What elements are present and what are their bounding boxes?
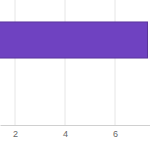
grid-line [65, 0, 66, 125]
bar [0, 22, 148, 58]
chart: 2 4 6 [0, 0, 150, 150]
grid [15, 0, 115, 125]
bars [0, 22, 148, 58]
x-axis: 2 4 6 [1, 125, 150, 139]
grid-line [15, 0, 16, 125]
x-tick-label: 2 [13, 129, 18, 139]
x-tick-label: 6 [113, 129, 118, 139]
x-tick: 4 [63, 125, 68, 139]
grid-line [115, 0, 116, 125]
x-tick: 6 [113, 125, 118, 139]
x-tick: 2 [13, 125, 18, 139]
x-axis-line [1, 125, 150, 126]
x-tick-label: 4 [63, 129, 68, 139]
